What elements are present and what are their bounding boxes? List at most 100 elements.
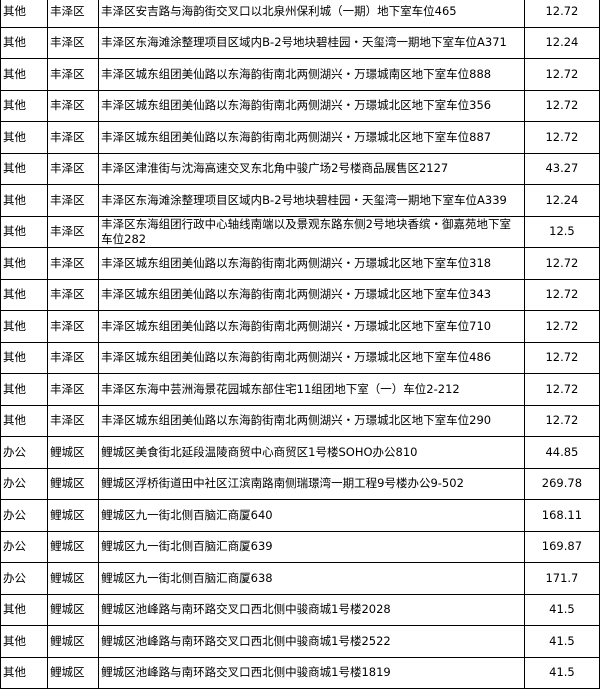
use-type: 其他	[0, 341, 49, 374]
table-row: 其他 丰泽区 丰泽区城东组团美仙路以东海韵街南北两侧湖兴・万璟城北区地下室车位356…	[0, 89, 600, 122]
district: 丰泽区	[47, 152, 100, 185]
location: 鲤城区池峰路与南环路交叉口西北侧中骏商城1号楼2028	[98, 593, 525, 626]
use-type: 办公	[0, 562, 49, 595]
table-row: 办公 鲤城区 鲤城区九一街北侧百脑汇商厦640 168.11	[0, 499, 600, 532]
use-type: 其他	[0, 625, 49, 658]
location: 鲤城区美食街北延段温陵商贸中心商贸区1号楼SOHO办公810	[98, 436, 525, 469]
area: 12.72	[523, 121, 600, 154]
table-row: 办公 鲤城区 鲤城区美食街北延段温陵商贸中心商贸区1号楼SOHO办公810 44.85	[0, 436, 600, 469]
table-row: 其他 丰泽区 丰泽区城东组团美仙路以东海韵街南北两侧湖兴・万璟城北区地下室车位710…	[0, 310, 600, 343]
use-type: 其他	[0, 184, 49, 217]
district: 丰泽区	[47, 215, 100, 248]
use-type: 其他	[0, 26, 49, 59]
location: 丰泽区城东组团美仙路以东海韵街南北两侧湖兴・万璟城北区地下室车位710	[98, 310, 525, 343]
district: 丰泽区	[47, 341, 100, 374]
district: 鲤城区	[47, 656, 100, 689]
location: 丰泽区东海滩涂整理项目区域内B-2号地块碧桂园・天玺湾一期地下室车位A371	[98, 26, 525, 59]
area: 12.24	[523, 26, 600, 59]
district: 丰泽区	[47, 310, 100, 343]
district: 丰泽区	[47, 89, 100, 122]
table-row: 办公 鲤城区 鲤城区九一街北侧百脑汇商厦639 169.87	[0, 530, 600, 563]
use-type: 其他	[0, 404, 49, 437]
area: 12.72	[523, 0, 600, 28]
area: 41.5	[523, 593, 600, 626]
district: 丰泽区	[47, 373, 100, 406]
district: 鲤城区	[47, 530, 100, 563]
district: 丰泽区	[47, 247, 100, 280]
district: 鲤城区	[47, 593, 100, 626]
table-row: 其他 丰泽区 丰泽区安吉路与海韵街交叉口以北泉州保利城（一期）地下室车位465 12.…	[0, 0, 600, 28]
table-row: 其他 丰泽区 丰泽区城东组团美仙路以东海韵街南北两侧湖兴・万璟城北区地下室车位343…	[0, 278, 600, 311]
location: 鲤城区池峰路与南环路交叉口西北侧中骏商城1号楼2522	[98, 625, 525, 658]
location: 丰泽区城东组团美仙路以东海韵街南北两侧湖兴・万璟城北区地下室车位486	[98, 341, 525, 374]
table-row: 其他 丰泽区 丰泽区城东组团美仙路以东海韵街南北两侧湖兴・万璟城北区地下室车位290…	[0, 404, 600, 437]
table-row: 其他 丰泽区 丰泽区东海滩涂整理项目区域内B-2号地块碧桂园・天玺湾一期地下室车位A…	[0, 184, 600, 217]
use-type: 其他	[0, 593, 49, 626]
location: 丰泽区东海组团行政中心轴线南端以及景观东路东侧2号地块香缤・御嘉苑地下室车位28…	[98, 215, 525, 248]
table-row: 办公 鲤城区 鲤城区浮桥街道田中社区江滨南路南侧瑞璟湾一期工程9号楼办公9-502 2…	[0, 467, 600, 500]
location: 鲤城区浮桥街道田中社区江滨南路南侧瑞璟湾一期工程9号楼办公9-502	[98, 467, 525, 500]
area: 171.7	[523, 562, 600, 595]
location: 鲤城区九一街北侧百脑汇商厦640	[98, 499, 525, 532]
area: 41.5	[523, 625, 600, 658]
location: 丰泽区津淮街与沈海高速交叉东北角中骏广场2号楼商品展售区2127	[98, 152, 525, 185]
district: 鲤城区	[47, 499, 100, 532]
use-type: 其他	[0, 278, 49, 311]
table-row: 其他 丰泽区 丰泽区东海组团行政中心轴线南端以及景观东路东侧2号地块香缤・御嘉苑地下…	[0, 215, 600, 248]
location: 丰泽区城东组团美仙路以东海韵街南北两侧湖兴・万璟城北区地下室车位887	[98, 121, 525, 154]
district: 丰泽区	[47, 0, 100, 28]
use-type: 其他	[0, 310, 49, 343]
table-row: 其他 丰泽区 丰泽区城东组团美仙路以东海韵街南北两侧湖兴・万璟城北区地下室车位318…	[0, 247, 600, 280]
area: 12.72	[523, 58, 600, 91]
area: 12.72	[523, 278, 600, 311]
district: 丰泽区	[47, 278, 100, 311]
area: 12.72	[523, 310, 600, 343]
use-type: 办公	[0, 436, 49, 469]
location: 丰泽区东海中芸洲海景花园城东部住宅11组团地下室（一）车位2-212	[98, 373, 525, 406]
table-row: 其他 丰泽区 丰泽区东海中芸洲海景花园城东部住宅11组团地下室（一）车位2-212 1…	[0, 373, 600, 406]
use-type: 办公	[0, 530, 49, 563]
table-row: 其他 丰泽区 丰泽区城东组团美仙路以东海韵街南北两侧湖兴・万璟城南区地下室车位888…	[0, 58, 600, 91]
table-row: 其他 丰泽区 丰泽区城东组团美仙路以东海韵街南北两侧湖兴・万璟城北区地下室车位887…	[0, 121, 600, 154]
district: 丰泽区	[47, 58, 100, 91]
district: 鲤城区	[47, 625, 100, 658]
use-type: 其他	[0, 215, 49, 248]
area: 169.87	[523, 530, 600, 563]
use-type: 其他	[0, 58, 49, 91]
use-type: 其他	[0, 247, 49, 280]
location: 鲤城区池峰路与南环路交叉口西北侧中骏商城1号楼1819	[98, 656, 525, 689]
location: 鲤城区九一街北侧百脑汇商厦639	[98, 530, 525, 563]
area: 12.72	[523, 89, 600, 122]
district: 丰泽区	[47, 121, 100, 154]
district: 鲤城区	[47, 467, 100, 500]
use-type: 办公	[0, 467, 49, 500]
district: 丰泽区	[47, 26, 100, 59]
area: 43.27	[523, 152, 600, 185]
location: 丰泽区城东组团美仙路以东海韵街南北两侧湖兴・万璟城北区地下室车位290	[98, 404, 525, 437]
table-row: 办公 鲤城区 鲤城区九一街北侧百脑汇商厦638 171.7	[0, 562, 600, 595]
use-type: 其他	[0, 89, 49, 122]
area: 44.85	[523, 436, 600, 469]
location: 丰泽区安吉路与海韵街交叉口以北泉州保利城（一期）地下室车位465	[98, 0, 525, 28]
use-type: 办公	[0, 499, 49, 532]
district: 丰泽区	[47, 404, 100, 437]
location: 丰泽区城东组团美仙路以东海韵街南北两侧湖兴・万璟城南区地下室车位888	[98, 58, 525, 91]
district: 鲤城区	[47, 562, 100, 595]
table-row: 其他 丰泽区 丰泽区城东组团美仙路以东海韵街南北两侧湖兴・万璟城北区地下室车位486…	[0, 341, 600, 374]
location: 丰泽区东海滩涂整理项目区域内B-2号地块碧桂园・天玺湾一期地下室车位A339	[98, 184, 525, 217]
location: 丰泽区城东组团美仙路以东海韵街南北两侧湖兴・万璟城北区地下室车位318	[98, 247, 525, 280]
use-type: 其他	[0, 656, 49, 689]
location: 丰泽区城东组团美仙路以东海韵街南北两侧湖兴・万璟城北区地下室车位343	[98, 278, 525, 311]
area: 12.72	[523, 373, 600, 406]
district: 丰泽区	[47, 184, 100, 217]
area: 168.11	[523, 499, 600, 532]
table-row: 其他 鲤城区 鲤城区池峰路与南环路交叉口西北侧中骏商城1号楼1819 41.5	[0, 656, 600, 689]
location: 鲤城区九一街北侧百脑汇商厦638	[98, 562, 525, 595]
location: 丰泽区城东组团美仙路以东海韵街南北两侧湖兴・万璟城北区地下室车位356	[98, 89, 525, 122]
area: 12.24	[523, 184, 600, 217]
district: 鲤城区	[47, 436, 100, 469]
use-type: 其他	[0, 152, 49, 185]
area: 41.5	[523, 656, 600, 689]
